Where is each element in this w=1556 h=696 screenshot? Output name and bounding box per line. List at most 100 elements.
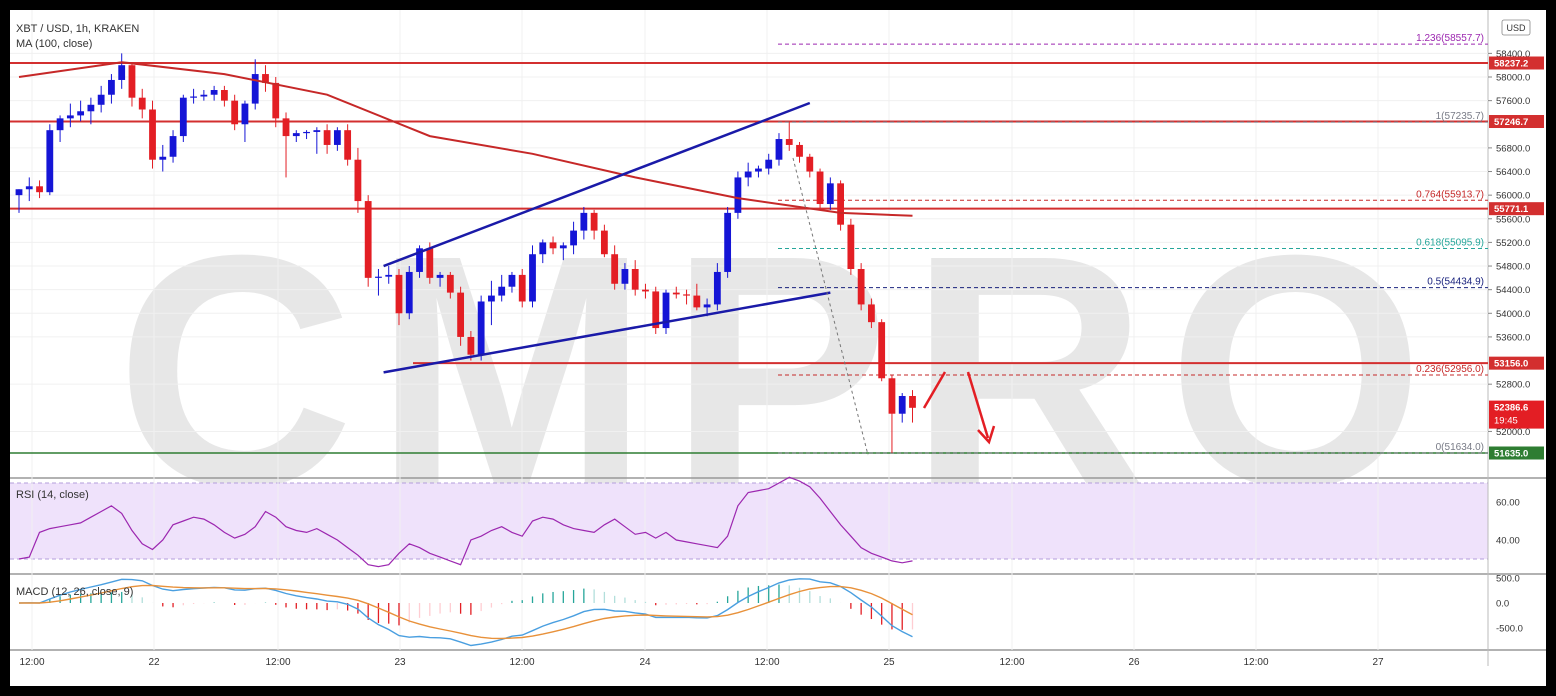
price-tick-label: 56400.0 <box>1496 167 1530 178</box>
candle-body <box>539 242 547 255</box>
time-axis: 12:00 22 12:00 23 12:00 24 12:00 25 12:00 26 12:00… <box>19 657 1384 668</box>
candle-body <box>693 295 701 308</box>
price-tick-label: 52800.0 <box>1496 380 1530 391</box>
candle-body <box>179 97 187 137</box>
time-tick-label: 12:00 <box>19 657 44 668</box>
candle-body <box>713 271 721 305</box>
time-tick-label: 24 <box>639 657 651 668</box>
candle-body <box>703 304 711 308</box>
price-label-text: 55771.1 <box>1494 204 1529 215</box>
candle-body <box>518 274 526 302</box>
candle-body <box>272 82 280 119</box>
time-tick-label: 22 <box>148 657 160 668</box>
candle-body <box>241 103 249 125</box>
candle-body <box>580 212 588 231</box>
candle-body <box>888 378 896 414</box>
candle-body <box>169 136 177 157</box>
candle-body <box>303 131 310 134</box>
time-tick-label: 26 <box>1128 657 1140 668</box>
macd-tick-label: 0.0 <box>1496 599 1509 610</box>
price-label-text: 58237.2 <box>1494 59 1528 70</box>
time-tick-label: 12:00 <box>1243 657 1268 668</box>
candle-body <box>118 65 126 80</box>
price-axis: 58400.0 58000.0 57600.0 56800.0 56400.0 56000… <box>1488 49 1530 438</box>
ma-legend: MA (100, close) <box>16 38 92 50</box>
candle-body <box>405 271 413 314</box>
candle-body <box>323 130 331 145</box>
candle-body <box>826 183 834 205</box>
candle-body <box>15 189 23 196</box>
candle-body <box>66 115 74 119</box>
price-tick-label: 53600.0 <box>1496 332 1530 343</box>
candle-body <box>683 294 690 296</box>
rsi-line <box>18 476 913 568</box>
candle-body <box>765 159 773 169</box>
candle-body <box>221 90 228 101</box>
price-tick-label: 55200.0 <box>1496 238 1530 249</box>
candle-body <box>354 159 362 202</box>
price-levels <box>10 62 1488 454</box>
price-label-text: 52386.6 <box>1494 403 1528 414</box>
candle-body <box>446 274 454 293</box>
candle-body <box>785 139 793 145</box>
price-label-timer: 19:45 <box>1494 416 1518 427</box>
time-tick-label: 12:00 <box>754 657 779 668</box>
trendlines <box>383 101 831 374</box>
candle-body <box>395 274 403 314</box>
candle-body <box>190 96 197 98</box>
candle-body <box>416 248 423 272</box>
price-tick-label: 52000.0 <box>1496 427 1530 438</box>
price-tick-label: 57600.0 <box>1496 96 1530 107</box>
price-tick-label: 54400.0 <box>1496 285 1530 296</box>
ma-line <box>18 61 913 217</box>
candle-body <box>436 274 444 278</box>
price-tick-label: 54000.0 <box>1496 309 1530 320</box>
candle-body <box>672 292 680 295</box>
price-label-box <box>1489 446 1544 460</box>
candle-body <box>138 97 146 110</box>
candle-body <box>724 212 732 272</box>
arrow-down-icon <box>977 425 996 445</box>
candle-body <box>878 322 886 379</box>
candle-body <box>56 118 64 131</box>
fib-label: 0.764(55913.7) <box>1416 189 1484 200</box>
candle-body <box>128 65 136 98</box>
candle-body <box>36 186 43 193</box>
candle-body <box>87 104 95 112</box>
projection-up-line <box>922 371 947 409</box>
candle-body <box>231 100 239 125</box>
candle-body <box>652 291 660 329</box>
candle-body <box>251 74 259 104</box>
price-label-text: 53156.0 <box>1494 359 1528 370</box>
trendline-upper-channel <box>383 101 811 268</box>
symbol-title: XBT / USD, 1h, KRAKEN <box>16 23 139 35</box>
candle-body <box>909 395 916 408</box>
macd-line <box>18 578 913 647</box>
candle-body <box>508 274 516 287</box>
candle-body <box>97 94 105 105</box>
candle-body <box>498 286 506 296</box>
candle-body <box>477 301 485 355</box>
time-tick-label: 27 <box>1372 657 1384 668</box>
candle-body <box>529 254 536 302</box>
fib-label: 0.236(52956.0) <box>1416 364 1484 375</box>
candle-body <box>590 212 598 231</box>
rsi-legend: RSI (14, close) <box>16 489 89 501</box>
candle-body <box>631 268 639 290</box>
candle-body <box>426 248 434 278</box>
candle-body <box>806 156 814 172</box>
candle-body <box>847 224 855 269</box>
price-tick-label: 54800.0 <box>1496 262 1530 273</box>
candle-body <box>46 130 54 193</box>
candle-body <box>333 130 341 145</box>
candle-body <box>734 177 742 213</box>
price-label-box <box>1489 115 1544 129</box>
candle-body <box>385 274 393 277</box>
candle-body <box>621 268 629 284</box>
candle-body <box>868 304 875 323</box>
candle-body <box>457 292 465 337</box>
fib-label: 0.5(54434.9) <box>1427 277 1484 288</box>
price-label-box <box>1489 202 1544 216</box>
price-tick-label: 58400.0 <box>1496 49 1530 60</box>
candle-body <box>755 168 762 172</box>
